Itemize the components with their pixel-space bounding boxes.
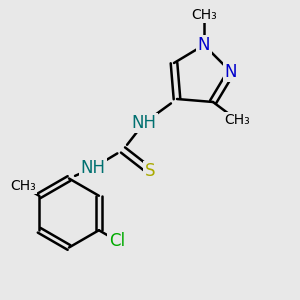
Text: N: N (198, 36, 210, 54)
Text: CH₃: CH₃ (224, 113, 250, 127)
Text: N: N (225, 63, 237, 81)
Text: NH: NH (131, 114, 157, 132)
Text: S: S (145, 162, 155, 180)
Text: Cl: Cl (109, 232, 125, 250)
Text: CH₃: CH₃ (10, 179, 36, 193)
Text: NH: NH (80, 159, 106, 177)
Text: CH₃: CH₃ (191, 8, 217, 22)
